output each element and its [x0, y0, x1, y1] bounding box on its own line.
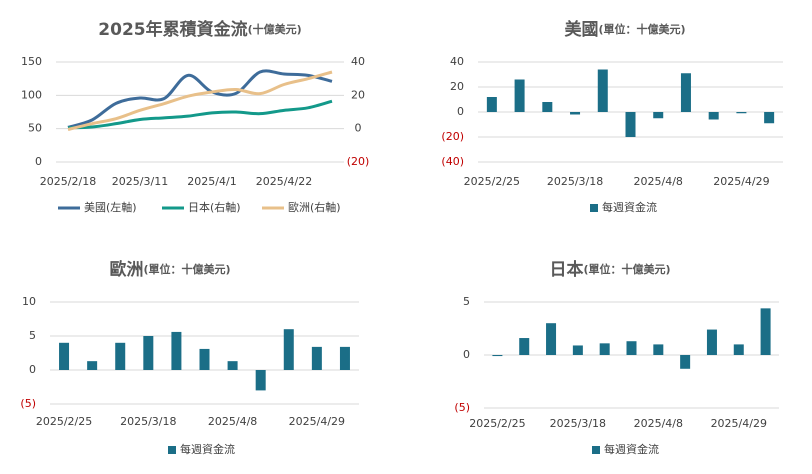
bar [733, 344, 744, 355]
y-tick-label: 0 [29, 363, 36, 376]
legend-swatch [590, 204, 598, 212]
y-tick-label: 20 [351, 88, 365, 101]
x-tick-label: 2025/2/25 [464, 175, 520, 188]
bar [87, 361, 98, 370]
bar [570, 112, 581, 115]
y-tick-label: (20) [441, 130, 464, 143]
bar [486, 97, 497, 112]
legend-label: 每週資金流 [604, 442, 659, 456]
bar [760, 308, 771, 355]
y-tick-label: 0 [457, 105, 464, 118]
x-tick-label: 2025/3/18 [120, 415, 176, 428]
line-series [67, 99, 333, 130]
legend-label: 美國(左軸) [84, 200, 137, 214]
x-tick-label: 2025/4/29 [289, 415, 345, 428]
bar [115, 342, 126, 370]
bar [736, 112, 747, 114]
y-tick-label: 0 [355, 122, 362, 135]
x-tick-label: 2025/4/29 [713, 175, 769, 188]
bar [143, 336, 154, 370]
bar [283, 329, 294, 370]
title-sub: (單位：十億美元) [143, 262, 230, 276]
legend-label: 每週資金流 [602, 200, 657, 214]
x-tick-label: 2025/4/1 [187, 175, 236, 188]
bar [59, 342, 70, 370]
chart-title: 日本(單位：十億美元) [549, 259, 670, 280]
bar [680, 73, 691, 112]
legend-label: 日本(右軸) [188, 200, 241, 214]
bar [311, 346, 322, 370]
x-tick-label: 2025/3/18 [547, 175, 603, 188]
bar [572, 345, 583, 355]
x-tick-label: 2025/4/8 [634, 417, 683, 430]
legend-label: 歐洲(右軸) [288, 200, 341, 214]
y-tick-label: 20 [450, 80, 464, 93]
x-tick-label: 2025/3/11 [112, 175, 168, 188]
legend-swatch [168, 446, 176, 454]
bar [708, 112, 719, 120]
title-main: 美國 [564, 19, 598, 40]
bar [680, 355, 691, 369]
x-tick-label: 2025/4/8 [208, 415, 257, 428]
legend-swatch [592, 446, 600, 454]
title-sub: (單位：十億美元) [598, 22, 685, 36]
x-tick-label: 2025/3/18 [550, 417, 606, 430]
y-tick-label: (5) [20, 397, 36, 410]
y-tick-label: 100 [21, 88, 42, 101]
x-tick-label: 2025/4/8 [634, 175, 683, 188]
x-tick-label: 2025/2/18 [40, 175, 96, 188]
x-tick-label: 2025/4/29 [711, 417, 767, 430]
x-tick-label: 2025/4/22 [256, 175, 312, 188]
y-tick-label: 5 [463, 295, 470, 308]
bar [227, 361, 238, 370]
x-tick-label: 2025/2/25 [36, 415, 92, 428]
bar [199, 348, 210, 370]
bar [764, 112, 775, 124]
y-tick-label: 0 [463, 348, 470, 361]
bar [597, 69, 608, 112]
title-main: 日本 [549, 259, 583, 280]
bar [492, 355, 503, 357]
chart-title: 美國(單位：十億美元) [564, 19, 685, 40]
y-tick-label: 5 [29, 329, 36, 342]
bar [542, 102, 553, 112]
legend-label: 每週資金流 [180, 442, 235, 456]
y-tick-label: 40 [351, 55, 365, 68]
bar [706, 329, 717, 355]
bar [514, 79, 525, 112]
bar [519, 338, 530, 355]
y-tick-label: 150 [21, 55, 42, 68]
x-tick-label: 2025/2/25 [469, 417, 525, 430]
y-tick-label: (20) [347, 155, 370, 168]
y-tick-label: (40) [441, 155, 464, 168]
y-tick-label: (5) [454, 401, 470, 414]
bar [339, 346, 350, 370]
y-tick-label: 0 [35, 155, 42, 168]
y-tick-label: 40 [450, 55, 464, 68]
y-tick-label: 50 [28, 122, 42, 135]
bar [255, 370, 266, 391]
bar [626, 341, 637, 355]
chart-title: 歐洲(單位：十億美元) [109, 259, 230, 280]
chart-title: 2025年累積資金流(十億美元) [98, 19, 301, 40]
bar [171, 331, 182, 370]
line-series [67, 69, 333, 129]
bar [653, 112, 664, 119]
title-main: 歐洲 [109, 259, 143, 280]
line-series [67, 70, 333, 131]
bar [625, 112, 636, 137]
y-tick-label: 10 [22, 295, 36, 308]
title-sub: (十億美元) [248, 22, 302, 36]
bar [599, 343, 610, 355]
title-main: 2025年累積資金流 [98, 19, 247, 40]
bar [653, 344, 664, 355]
bar [546, 323, 557, 355]
title-sub: (單位：十億美元) [583, 262, 670, 276]
